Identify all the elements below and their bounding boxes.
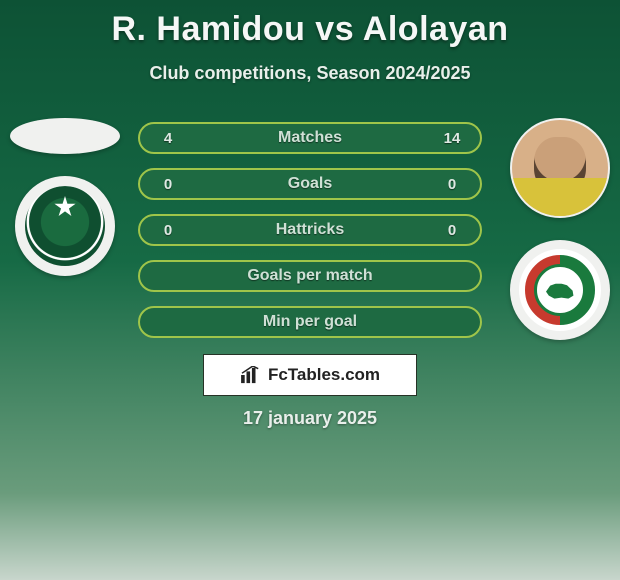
comparison-subtitle: Club competitions, Season 2024/2025 <box>0 63 620 84</box>
comparison-title: R. Hamidou vs Alolayan <box>0 0 620 49</box>
right-player-column <box>510 118 610 340</box>
club-badge-icon <box>25 186 105 266</box>
stat-row: Min per goal <box>138 306 482 338</box>
player-right-club-badge <box>510 240 610 340</box>
player-photo-icon <box>512 120 608 216</box>
stat-label: Matches <box>182 129 438 147</box>
stat-left-value: 0 <box>154 222 182 239</box>
stat-row: Goals per match <box>138 260 482 292</box>
watermark-text: FcTables.com <box>268 365 380 385</box>
stat-right-value: 14 <box>438 130 466 147</box>
comparison-stats: 4 Matches 14 0 Goals 0 0 Hattricks 0 Goa… <box>138 122 482 338</box>
stat-row: 4 Matches 14 <box>138 122 482 154</box>
stat-label: Goals per match <box>182 267 438 285</box>
stat-label: Min per goal <box>182 313 438 331</box>
stat-label: Hattricks <box>182 221 438 239</box>
player-right-avatar <box>510 118 610 218</box>
comparison-date: 17 january 2025 <box>0 408 620 429</box>
left-player-column <box>10 118 120 276</box>
stat-label: Goals <box>182 175 438 193</box>
stat-right-value: 0 <box>438 222 466 239</box>
player-left-club-badge <box>15 176 115 276</box>
stat-left-value: 4 <box>154 130 182 147</box>
stat-row: 0 Goals 0 <box>138 168 482 200</box>
watermark-box: FcTables.com <box>203 354 417 396</box>
stat-left-value: 0 <box>154 176 182 193</box>
club-badge-icon <box>519 249 601 331</box>
stat-right-value: 0 <box>438 176 466 193</box>
player-left-avatar <box>10 118 120 154</box>
stat-row: 0 Hattricks 0 <box>138 214 482 246</box>
bar-chart-icon <box>240 366 262 384</box>
